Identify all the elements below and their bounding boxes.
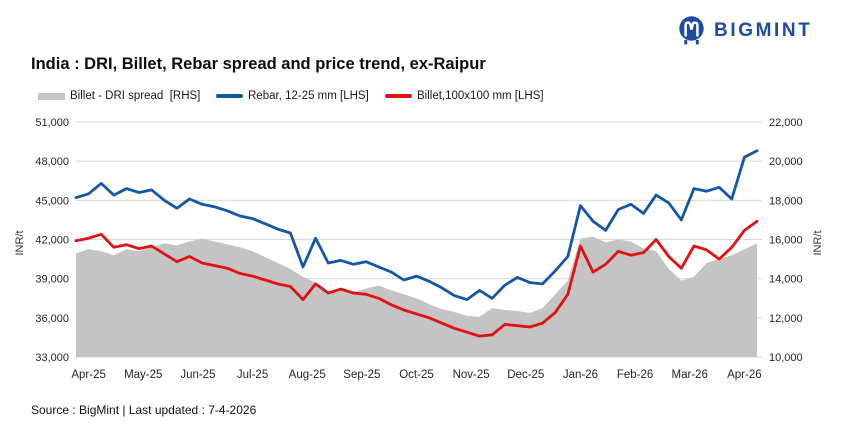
right-axis-tick: 20,000 <box>769 156 803 168</box>
x-axis-tick: May-25 <box>124 369 162 381</box>
x-axis-tick: Aug-25 <box>289 369 326 381</box>
legend-label: Billet,100x100 mm [LHS] <box>417 90 544 102</box>
left-axis-tick: 42,000 <box>35 235 69 247</box>
right-axis-tick: 18,000 <box>769 195 803 207</box>
x-axis-tick: Nov-25 <box>453 369 490 381</box>
chart-legend: Billet - DRI spread [RHS] Rebar, 12-25 m… <box>0 90 859 106</box>
x-axis-tick: Dec-25 <box>507 369 544 381</box>
spread-legend-swatch <box>38 92 65 100</box>
bigmint-logo-icon <box>679 16 704 45</box>
left-axis-tick: 45,000 <box>35 195 69 207</box>
x-axis-tick: Sep-25 <box>343 369 380 381</box>
rebar-legend-swatch <box>216 94 243 98</box>
bigmint-logo: BIGMINT <box>677 15 812 46</box>
x-axis-tick: Oct-25 <box>399 369 434 381</box>
source-note: Source : BigMint | Last updated : 7-4-20… <box>31 403 257 417</box>
right-axis-tick: 12,000 <box>769 313 803 325</box>
x-axis-tick: Mar-26 <box>672 369 708 381</box>
right-axis-title: INR/t <box>812 230 824 255</box>
right-axis-tick: 22,000 <box>769 117 803 129</box>
legend-item-spread: Billet - DRI spread [RHS] <box>38 90 200 102</box>
legend-label: Billet - DRI spread [RHS] <box>70 90 201 102</box>
left-axis-tick: 33,000 <box>35 352 69 364</box>
right-axis-tick: 10,000 <box>769 352 803 364</box>
left-axis-tick: 39,000 <box>35 274 69 286</box>
billet-line <box>74 219 759 338</box>
right-axis-tick: 16,000 <box>769 235 803 247</box>
x-axis-tick: Apr-26 <box>727 369 762 381</box>
billet-legend-swatch <box>385 94 412 98</box>
spread-area <box>76 236 757 357</box>
page-title: India : DRI, Billet, Rebar spread and pr… <box>31 55 486 73</box>
legend-label: Rebar, 12-25 mm [LHS] <box>248 90 369 102</box>
x-axis-tick: Jan-26 <box>563 369 598 381</box>
left-axis-title: INR/t <box>14 230 26 255</box>
right-axis-tick: 14,000 <box>769 274 803 286</box>
x-axis-tick: Apr-25 <box>71 369 106 381</box>
brand-name: BIGMINT <box>714 19 813 41</box>
x-axis-tick: Feb-26 <box>617 369 653 381</box>
x-axis-tick: Jul-25 <box>237 369 268 381</box>
left-axis-tick: 48,000 <box>35 156 69 168</box>
legend-item-rebar: Rebar, 12-25 mm [LHS] <box>216 90 369 102</box>
rebar-line <box>74 149 759 302</box>
legend-item-billet: Billet,100x100 mm [LHS] <box>385 90 544 102</box>
left-axis-tick: 51,000 <box>35 117 69 129</box>
left-axis-tick: 36,000 <box>35 313 69 325</box>
x-axis-tick: Jun-25 <box>180 369 215 381</box>
